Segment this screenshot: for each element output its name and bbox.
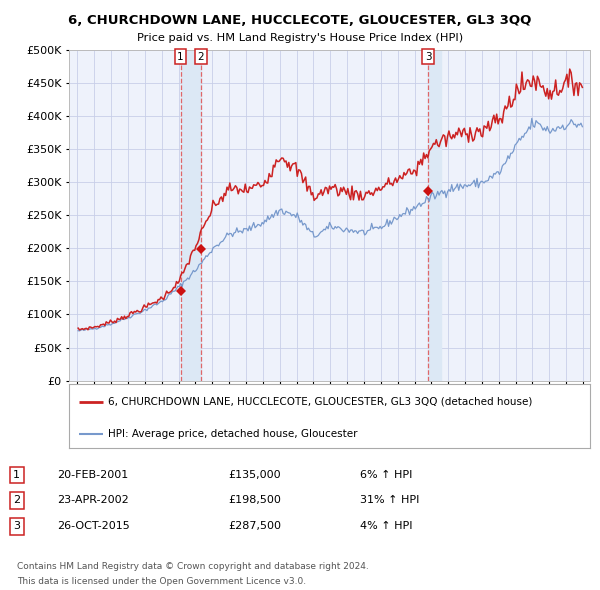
Text: 20-FEB-2001: 20-FEB-2001 bbox=[57, 470, 128, 480]
Text: 31% ↑ HPI: 31% ↑ HPI bbox=[360, 496, 419, 505]
Text: 1: 1 bbox=[177, 52, 184, 62]
Text: 26-OCT-2015: 26-OCT-2015 bbox=[57, 522, 130, 531]
Bar bbox=[181, 50, 200, 381]
Text: £135,000: £135,000 bbox=[228, 470, 281, 480]
Text: £287,500: £287,500 bbox=[228, 522, 281, 531]
Text: 23-APR-2002: 23-APR-2002 bbox=[57, 496, 129, 505]
Text: 4% ↑ HPI: 4% ↑ HPI bbox=[360, 522, 413, 531]
Text: 2: 2 bbox=[197, 52, 204, 62]
Text: HPI: Average price, detached house, Gloucester: HPI: Average price, detached house, Glou… bbox=[108, 429, 358, 439]
Text: Contains HM Land Registry data © Crown copyright and database right 2024.: Contains HM Land Registry data © Crown c… bbox=[17, 562, 368, 571]
Bar bbox=[428, 50, 441, 381]
Text: 6, CHURCHDOWN LANE, HUCCLECOTE, GLOUCESTER, GL3 3QQ (detached house): 6, CHURCHDOWN LANE, HUCCLECOTE, GLOUCEST… bbox=[108, 396, 532, 407]
Text: Price paid vs. HM Land Registry's House Price Index (HPI): Price paid vs. HM Land Registry's House … bbox=[137, 34, 463, 43]
Text: This data is licensed under the Open Government Licence v3.0.: This data is licensed under the Open Gov… bbox=[17, 576, 306, 586]
Text: 2: 2 bbox=[13, 496, 20, 505]
Text: 6% ↑ HPI: 6% ↑ HPI bbox=[360, 470, 412, 480]
Text: 3: 3 bbox=[13, 522, 20, 531]
Text: £198,500: £198,500 bbox=[228, 496, 281, 505]
Text: 3: 3 bbox=[425, 52, 431, 62]
Text: 1: 1 bbox=[13, 470, 20, 480]
Text: 6, CHURCHDOWN LANE, HUCCLECOTE, GLOUCESTER, GL3 3QQ: 6, CHURCHDOWN LANE, HUCCLECOTE, GLOUCEST… bbox=[68, 14, 532, 27]
